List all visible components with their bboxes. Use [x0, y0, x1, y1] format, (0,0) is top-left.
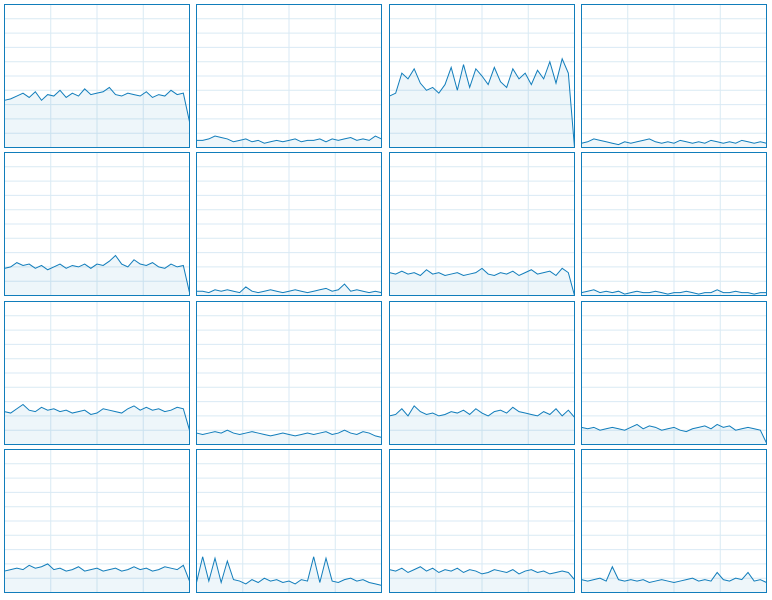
panel-border	[4, 301, 190, 445]
usage-area	[196, 284, 382, 296]
panel-border	[4, 449, 190, 593]
usage-line	[4, 254, 190, 293]
usage-line	[389, 566, 575, 580]
usage-line	[196, 556, 382, 586]
usage-line	[196, 135, 382, 144]
usage-area	[196, 136, 382, 148]
usage-line	[581, 565, 767, 584]
panel-border	[196, 449, 382, 593]
usage-line	[389, 405, 575, 418]
usage-line	[581, 138, 767, 146]
usage-line	[4, 86, 190, 122]
usage-line	[196, 283, 382, 294]
panel-border	[389, 4, 575, 148]
panel-border	[196, 4, 382, 148]
usage-area	[389, 58, 575, 148]
usage-area	[581, 424, 767, 445]
panel-border	[389, 152, 575, 296]
panel-border	[581, 152, 767, 296]
panel-border	[389, 449, 575, 593]
panel-border	[196, 301, 382, 445]
usage-area	[4, 87, 190, 148]
usage-area	[4, 255, 190, 296]
usage-area	[4, 563, 190, 593]
panel-border	[389, 301, 575, 445]
usage-area	[196, 556, 382, 593]
usage-line	[389, 267, 575, 296]
panel-border	[581, 4, 767, 148]
usage-line	[4, 563, 190, 582]
usage-area	[581, 138, 767, 148]
usage-line	[581, 423, 767, 444]
usage-area	[581, 566, 767, 593]
usage-line	[196, 429, 382, 438]
panel-border	[196, 152, 382, 296]
panel-border	[581, 301, 767, 445]
usage-line	[389, 57, 575, 148]
usage-line	[4, 403, 190, 431]
usage-area	[389, 268, 575, 296]
usage-area	[389, 405, 575, 445]
usage-line	[581, 289, 767, 295]
panel-border	[581, 449, 767, 593]
panel-border	[4, 4, 190, 148]
usage-area	[389, 566, 575, 593]
panel-border	[4, 152, 190, 296]
usage-area	[4, 404, 190, 445]
